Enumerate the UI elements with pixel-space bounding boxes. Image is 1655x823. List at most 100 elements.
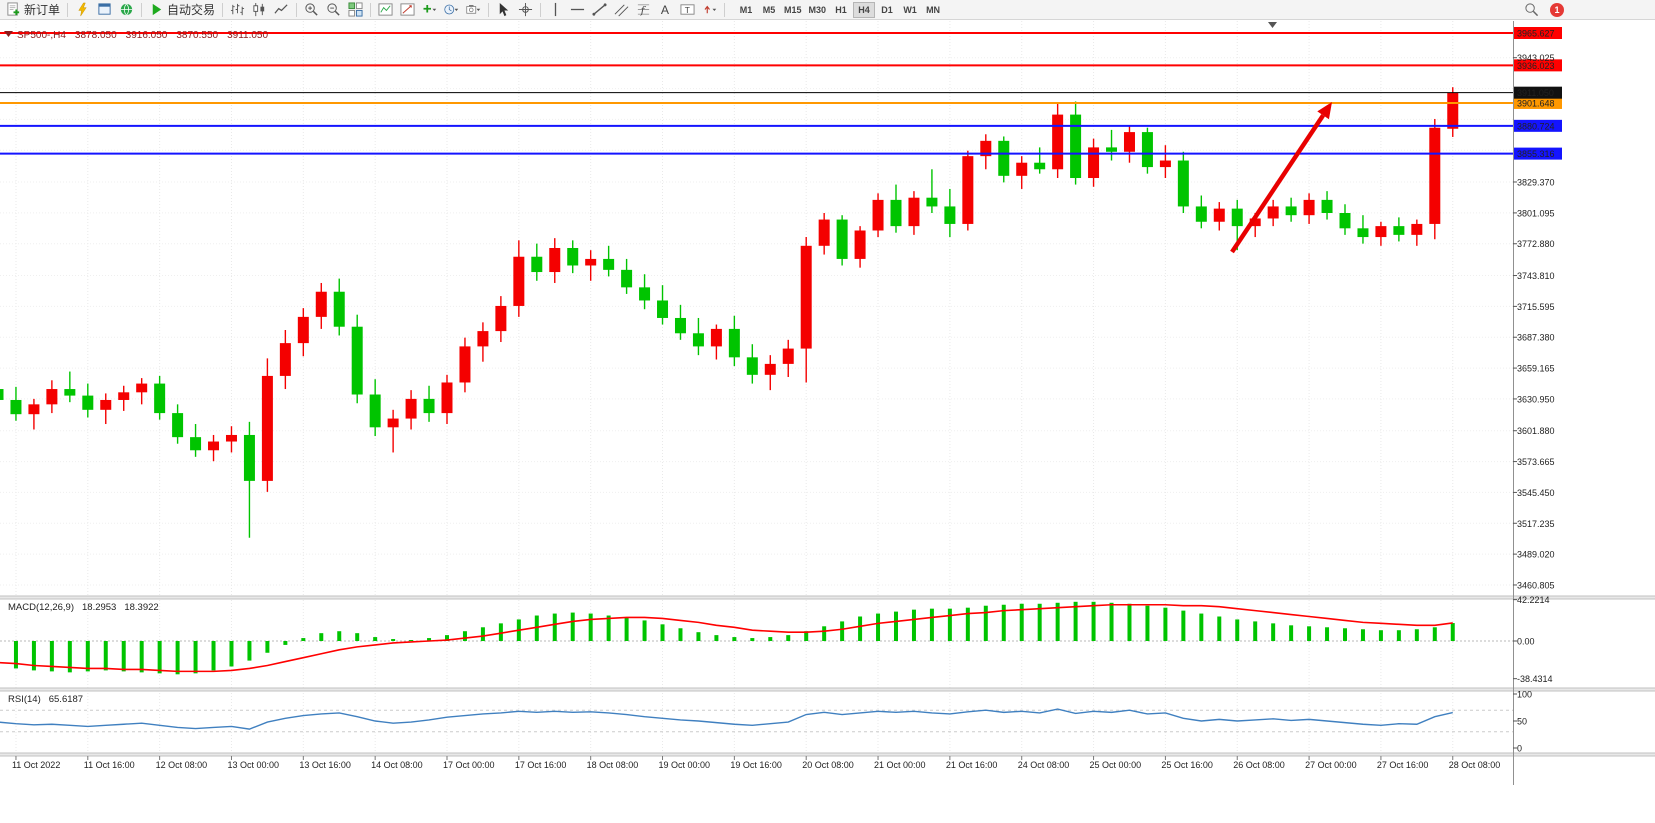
- candle: [1393, 217, 1405, 242]
- arrows-button[interactable]: [699, 1, 720, 19]
- toolbar-separator: [540, 2, 542, 17]
- price-axis-label: 3573.665: [1517, 457, 1555, 467]
- trend-arrow-annotation[interactable]: [1230, 102, 1332, 254]
- new-order-button[interactable]: 新订单: [3, 1, 63, 19]
- candle: [351, 314, 363, 404]
- time-axis-label: 17 Oct 16:00: [515, 760, 567, 770]
- price-axis[interactable]: 3965.627 3936.023 3901.648 3880.724 3855.316…: [1513, 27, 1562, 754]
- price-axis-label: 3630.950: [1517, 394, 1555, 404]
- channel-button[interactable]: [611, 1, 632, 19]
- time-axis-label: 28 Oct 08:00: [1449, 760, 1501, 770]
- candle: [1106, 129, 1118, 161]
- metaeditor-button[interactable]: [72, 1, 93, 19]
- zoom-out-button[interactable]: [323, 1, 344, 19]
- candlestick-chart-button[interactable]: [249, 1, 270, 19]
- timeframe-m1-button[interactable]: M1: [735, 2, 757, 18]
- timeframe-m30-button[interactable]: M30: [806, 2, 830, 18]
- horizontal-line-button[interactable]: [567, 1, 588, 19]
- time-axis-label: 12 Oct 08:00: [156, 760, 208, 770]
- timeframe-d1-button[interactable]: D1: [876, 2, 898, 18]
- time-axis-label: 24 Oct 08:00: [1018, 760, 1070, 770]
- macd-main-value: 18.2953: [82, 602, 116, 613]
- add-indicator-button[interactable]: [419, 1, 440, 19]
- new-window-button[interactable]: [94, 1, 115, 19]
- new-order-label: 新订单: [24, 3, 61, 17]
- timeframe-m15-button[interactable]: M15: [781, 2, 805, 18]
- candle: [243, 421, 255, 538]
- objects-list-button[interactable]: [397, 1, 418, 19]
- candle: [315, 282, 327, 329]
- community-button[interactable]: [116, 1, 137, 19]
- candle: [1177, 151, 1189, 214]
- current-price-tag: 3911.050: [1514, 86, 1562, 99]
- panel-divider[interactable]: [0, 753, 1655, 756]
- timeframe-mn-button[interactable]: MN: [922, 2, 944, 18]
- crosshair-button[interactable]: [515, 1, 536, 19]
- text-button[interactable]: A: [655, 1, 676, 19]
- toolbar-separator: [296, 2, 298, 17]
- price-axis-label: 3829.370: [1517, 177, 1555, 187]
- rsi-label: RSI(14) 65.6187: [8, 694, 83, 705]
- algo-trading-button[interactable]: 自动交易: [146, 1, 218, 19]
- panel-divider[interactable]: [0, 688, 1655, 691]
- time-axis-label: 13 Oct 16:00: [299, 760, 351, 770]
- rsi-scale-label: 0: [1517, 744, 1522, 754]
- fibonacci-icon: f: [637, 4, 650, 16]
- candle: [980, 134, 992, 170]
- chart-window[interactable]: 3965.627 3936.023 3901.648 3880.724 3855.316…: [0, 20, 1655, 823]
- cursor-button[interactable]: [493, 1, 514, 19]
- indicators-list-button[interactable]: [375, 1, 396, 19]
- time-axis-label: 25 Oct 00:00: [1090, 760, 1142, 770]
- candle: [172, 404, 184, 444]
- vertical-line-button[interactable]: [545, 1, 566, 19]
- time-axis[interactable]: 11 Oct 2022 11 Oct 16:00 12 Oct 08:00 13 Oc…: [12, 756, 1500, 770]
- svg-text:T: T: [685, 5, 690, 15]
- search-button[interactable]: [1521, 1, 1542, 19]
- timeframe-m5-button[interactable]: M5: [758, 2, 780, 18]
- camera-icon: [466, 5, 481, 14]
- period-selector-button[interactable]: [441, 1, 462, 19]
- time-axis-label: 11 Oct 16:00: [84, 760, 135, 770]
- timeframe-h4-button[interactable]: H4: [853, 1, 876, 18]
- notification-badge[interactable]: 1: [1550, 2, 1564, 17]
- time-axis-label: 19 Oct 16:00: [730, 760, 782, 770]
- svg-text:f: f: [640, 4, 647, 16]
- horizontal-line-objects[interactable]: [0, 32, 1513, 155]
- timeframe-w1-button[interactable]: W1: [899, 2, 921, 18]
- macd-panel[interactable]: [0, 601, 1455, 675]
- candle: [1034, 147, 1046, 174]
- chart-shift-marker[interactable]: [1268, 22, 1277, 28]
- price-axis-label: 3715.595: [1517, 302, 1555, 312]
- candle: [1285, 197, 1297, 222]
- line-chart-button[interactable]: [271, 1, 292, 19]
- panel-divider[interactable]: [0, 596, 1655, 599]
- candle: [190, 424, 202, 457]
- rsi-panel[interactable]: [0, 708, 1453, 730]
- rsi-scale-label: 100: [1517, 690, 1532, 700]
- bar-chart-button[interactable]: [227, 1, 248, 19]
- hline-price-tag: 3855.316: [1514, 147, 1562, 160]
- toolbar-separator: [370, 2, 372, 17]
- fibonacci-button[interactable]: f: [633, 1, 654, 19]
- trendline-button[interactable]: [589, 1, 610, 19]
- candlestick-icon: [253, 2, 265, 17]
- time-axis-label: 13 Oct 00:00: [227, 760, 279, 770]
- candle: [405, 390, 417, 430]
- candle: [118, 385, 130, 411]
- zoom-in-button[interactable]: [301, 1, 322, 19]
- text-label-button[interactable]: T: [677, 1, 698, 19]
- save-chart-button[interactable]: [463, 1, 484, 19]
- candle: [1213, 202, 1225, 231]
- candlestick-area[interactable]: [0, 87, 1459, 538]
- tile-windows-icon: [348, 2, 363, 17]
- price-axis-label: 3460.805: [1517, 580, 1555, 590]
- price-axis-label: 3943.025: [1517, 53, 1555, 63]
- candle: [603, 245, 615, 277]
- tile-windows-button[interactable]: [345, 1, 366, 19]
- toolbar-separator: [141, 2, 143, 17]
- candle: [333, 278, 345, 336]
- macd-scale-label: -38.4314: [1517, 674, 1553, 684]
- candle: [82, 383, 94, 418]
- quick-trade-arrow-icon[interactable]: [4, 31, 13, 37]
- timeframe-h1-button[interactable]: H1: [830, 2, 852, 18]
